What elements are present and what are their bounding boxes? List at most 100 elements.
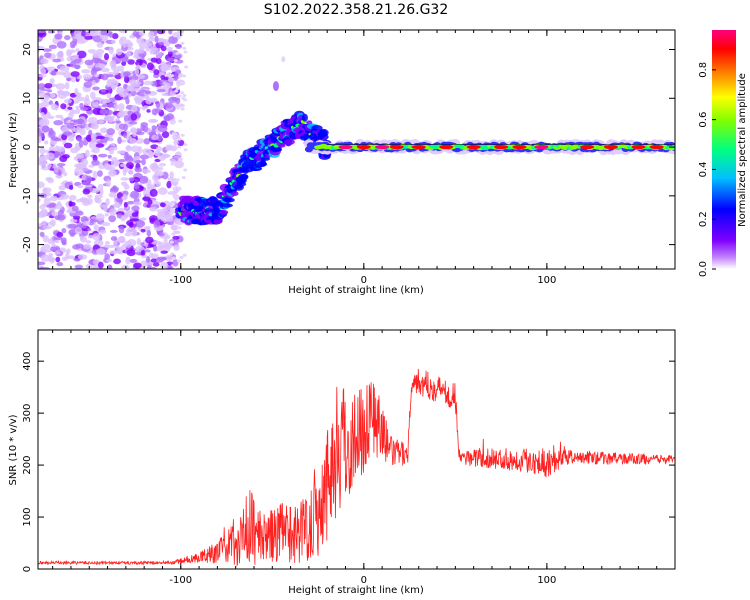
heat-cell [60,193,70,200]
heat-cell [76,50,87,59]
heat-cell [146,109,151,113]
heat-cell [145,46,150,52]
heat-cell [38,74,47,78]
heat-cell [172,194,177,198]
heat-cell [155,146,163,152]
heat-cell [168,30,173,35]
heat-cell [176,83,181,87]
heat-cell [166,113,175,120]
heat-cell [85,94,90,102]
heat-cell [58,184,66,191]
heat-cell [105,198,110,206]
heat-cell [76,40,86,44]
heat-cell [70,44,76,49]
heat-cell [87,194,93,199]
heat-cell [123,83,128,90]
heat-cell [74,163,84,168]
heat-cell [46,163,52,168]
heat-cell [90,132,98,141]
heat-cell [173,139,179,146]
heat-cell [178,119,183,123]
heat-cell [144,249,151,253]
heat-cell [104,253,111,261]
heat-cell [41,220,47,226]
heat-cell [109,59,117,68]
heat-cell [156,37,165,44]
heat-cell [580,145,595,150]
heat-cell [144,90,152,95]
heat-cell [50,136,59,141]
heat-cell [146,204,151,208]
heat-cell [123,201,128,208]
heat-cell [93,224,100,231]
spectrogram-xtick-label: 0 [361,275,367,286]
heat-cell [131,205,140,212]
heat-cell [166,180,172,189]
heat-cell [39,266,45,269]
heat-cell [117,103,125,111]
heat-cell [128,164,134,170]
heat-cell [110,159,120,167]
heat-cell [53,119,64,126]
heat-cell [162,40,171,46]
heat-cell [91,122,99,130]
heat-cell [115,123,121,131]
heat-cell [71,205,79,212]
heat-cell [169,171,174,179]
heat-cell [131,105,138,113]
heat-cell [39,231,45,237]
heat-cell [158,41,164,46]
heat-cell [39,94,50,102]
heat-cell [180,133,185,137]
heat-cell [54,251,61,255]
heat-cell [223,197,235,203]
heat-cell [240,174,249,180]
heat-cell [101,222,111,227]
heat-cell [98,119,105,124]
heat-cell [160,64,169,72]
heat-cell [81,167,89,172]
heat-cell [140,124,146,132]
heat-cell [118,158,127,163]
heat-cell [113,103,119,111]
heat-cell [54,33,63,40]
heat-cell [169,206,174,215]
heat-cell [38,158,48,167]
heat-cell [44,82,53,89]
heat-cell [155,52,162,59]
heat-cell [73,35,81,40]
heat-cell [110,236,118,241]
heat-cell [75,258,81,262]
heat-cell [116,65,125,72]
heat-cell [133,262,142,269]
heat-cell [156,88,166,93]
heat-cell [91,57,101,64]
heat-cell [93,101,99,107]
heat-cell [47,89,52,93]
heat-cell [123,75,130,84]
heat-cell [91,159,100,166]
heat-cell [88,141,96,149]
heat-cell [181,176,186,180]
heat-cell [165,254,173,262]
heat-cell [174,89,179,93]
heat-cell [166,261,174,265]
heat-cell [40,58,47,64]
heat-cell [301,113,308,122]
spectrogram-ytick-label: 20 [22,43,33,56]
colorbar-tick-label: 0.2 [698,211,709,227]
heat-cell [175,43,183,50]
heat-cell [69,232,75,237]
heat-cell [68,184,74,191]
heat-cell [168,96,178,104]
heat-cell [150,57,158,63]
heat-cell [55,203,63,210]
heat-cell [178,157,183,161]
heat-cell [70,71,80,77]
heat-cell [136,49,145,54]
heat-cell [146,62,154,71]
heat-cell [77,184,84,189]
heat-cell [173,73,178,82]
heat-cell [51,70,57,76]
